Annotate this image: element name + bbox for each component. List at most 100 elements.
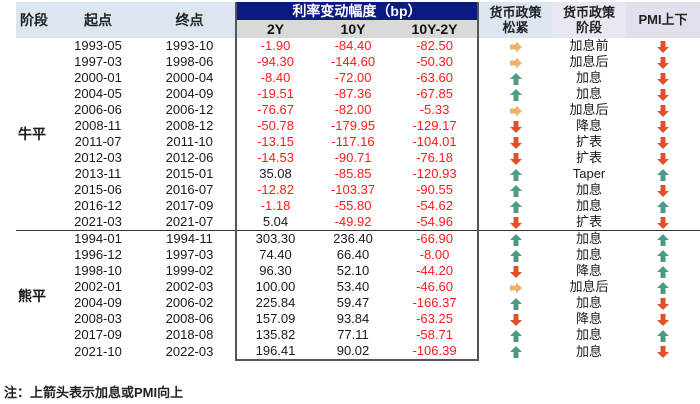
header-policy-stage: 货币政策 阶段 <box>552 2 626 38</box>
change-spread: -50.30 <box>392 54 479 70</box>
change-10y: 236.40 <box>314 230 392 247</box>
change-10y: 93.84 <box>336 311 370 326</box>
header-stage-line1: 货币政策 <box>562 5 615 20</box>
header-phase: 阶段 <box>16 2 52 38</box>
change-2y: -94.30 <box>235 54 314 70</box>
table-row: 1998-10 1999-02 96.30 52.10 -44.20 降息 <box>16 263 700 279</box>
policy-stage: 降息 <box>575 263 602 278</box>
arrow-down-icon <box>656 40 670 54</box>
change-10y: 77.11 <box>337 327 369 342</box>
start-date: 2021-03 <box>74 214 122 229</box>
pmi-direction <box>626 230 700 247</box>
policy-tightness <box>478 214 552 231</box>
change-spread: -76.18 <box>392 150 479 166</box>
arrow-down-icon <box>656 56 670 70</box>
change-10y: -179.95 <box>330 118 376 133</box>
footnote: 注：上箭头表示加息或PMI向上 <box>4 385 184 400</box>
start-date: 1998-10 <box>74 263 122 278</box>
start-date: 2021-10 <box>74 343 122 359</box>
end-date: 1994-11 <box>144 230 236 247</box>
change-10y: 90.02 <box>314 343 392 361</box>
policy-tightness <box>478 86 552 102</box>
policy-stage: 加息后 <box>569 54 609 69</box>
header-stage-line2: 阶段 <box>575 20 602 35</box>
change-10y: -87.36 <box>334 86 372 101</box>
pmi-direction <box>626 247 700 263</box>
arrow-up-icon <box>656 200 670 214</box>
pmi-direction <box>626 214 700 231</box>
change-2y: -13.15 <box>235 134 314 150</box>
change-spread: -5.33 <box>392 102 479 118</box>
header-policy-line1: 货币政策 <box>489 5 542 20</box>
table-row: 2021-10 2022-03 196.41 90.02 -106.39 加息 <box>16 343 700 361</box>
pmi-direction <box>626 38 700 54</box>
change-10y: -117.16 <box>331 134 375 149</box>
end-date: 2017-09 <box>165 198 214 213</box>
end-date: 2004-09 <box>165 86 214 101</box>
change-2y: 303.30 <box>235 230 314 247</box>
pmi-direction <box>626 70 700 86</box>
end-date: 2000-04 <box>165 70 214 85</box>
policy-stage: 加息后 <box>569 279 609 294</box>
change-spread: -67.85 <box>392 86 479 102</box>
arrow-down-icon <box>656 104 670 118</box>
change-10y: -49.92 <box>334 214 372 229</box>
arrow-down-icon <box>656 72 670 86</box>
arrow-down-icon <box>656 184 670 198</box>
header-end: 终点 <box>144 2 236 38</box>
rate-cycle-table: 阶段 起点 终点 利率变动幅度（bp） 货币政策 松紧 货币政策 阶段 PMI上… <box>16 2 700 361</box>
arrow-up-icon <box>656 265 670 279</box>
policy-stage: 加息 <box>575 343 602 359</box>
policy-tightness <box>478 247 552 263</box>
policy-stage: 加息 <box>575 295 602 310</box>
arrow-down-icon <box>509 136 523 150</box>
change-2y: 5.04 <box>235 214 314 231</box>
end-date: 2006-12 <box>165 102 214 117</box>
change-spread: -8.00 <box>392 247 479 263</box>
pmi-direction <box>626 118 700 134</box>
pmi-direction <box>626 327 700 343</box>
policy-tightness <box>478 311 552 327</box>
policy-tightness <box>478 182 552 198</box>
change-2y: -1.18 <box>235 198 314 214</box>
change-spread: -63.25 <box>392 311 479 327</box>
arrow-up-icon <box>509 88 523 102</box>
policy-tightness <box>478 70 552 86</box>
end-date: 2015-01 <box>165 166 214 181</box>
arrow-right-icon <box>509 104 523 118</box>
start-date: 1994-01 <box>52 230 144 247</box>
header-2y: 2Y <box>235 20 314 38</box>
arrow-up-icon <box>509 72 523 86</box>
change-spread: -90.55 <box>392 182 479 198</box>
arrow-down-icon <box>656 297 670 311</box>
end-date: 2006-02 <box>165 295 214 310</box>
change-spread: -129.17 <box>392 118 479 134</box>
policy-tightness <box>478 38 552 54</box>
policy-tightness <box>478 54 552 70</box>
change-spread: -66.90 <box>392 230 479 247</box>
arrow-up-icon <box>509 249 523 263</box>
change-2y: 96.30 <box>235 263 314 279</box>
policy-tightness <box>478 230 552 247</box>
pmi-direction <box>626 150 700 166</box>
table-row: 2000-01 2000-04 -8.40 -72.00 -63.60 加息 <box>16 70 700 86</box>
end-date: 2018-08 <box>165 327 214 342</box>
header-policy-tightness: 货币政策 松紧 <box>478 2 552 38</box>
start-date: 2000-01 <box>74 70 122 85</box>
change-spread: -106.39 <box>392 343 479 361</box>
change-10y: 53.40 <box>336 279 370 294</box>
arrow-up-icon <box>656 329 670 343</box>
start-date: 2013-11 <box>74 166 122 181</box>
change-10y: -55.80 <box>334 198 372 213</box>
change-10y: -72.00 <box>334 70 372 85</box>
table-row: 2021-03 2021-07 5.04 -49.92 -54.96 扩表 <box>16 214 700 231</box>
change-spread: -63.60 <box>392 70 479 86</box>
phase-label: 熊平 <box>16 230 52 360</box>
policy-stage: 扩表 <box>575 214 602 229</box>
phase-label: 牛平 <box>18 126 46 142</box>
arrow-down-icon <box>509 120 523 134</box>
start-date: 2004-05 <box>74 86 122 101</box>
end-date: 1998-06 <box>165 54 214 69</box>
change-spread: -54.62 <box>392 198 479 214</box>
end-date: 2012-06 <box>165 150 214 165</box>
